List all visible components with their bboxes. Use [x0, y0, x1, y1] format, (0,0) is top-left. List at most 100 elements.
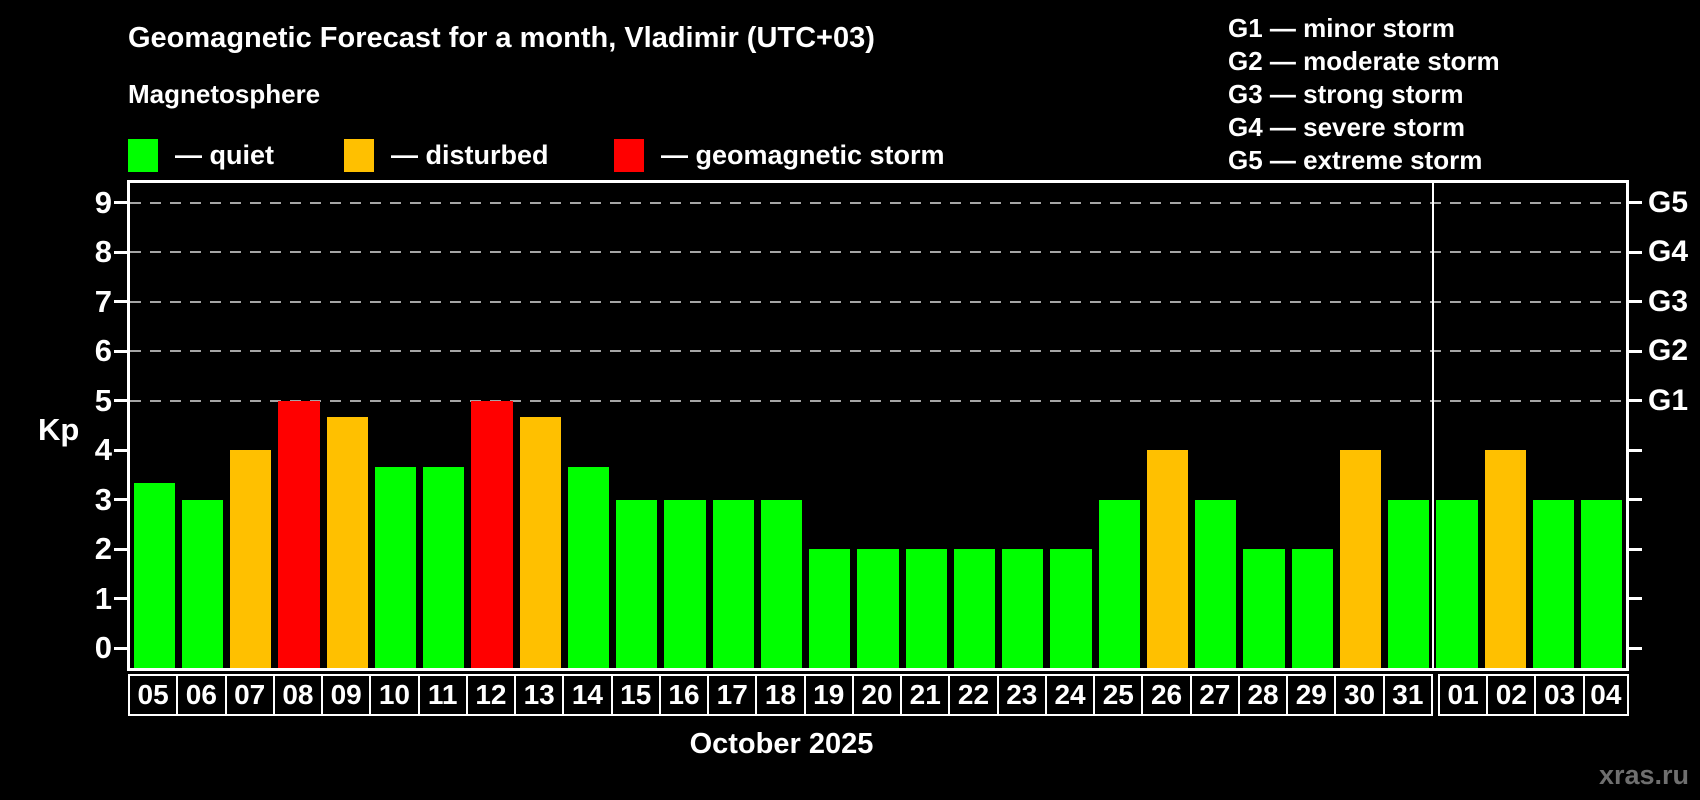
date-cell-05: 05	[128, 674, 179, 716]
y-tick-left	[114, 349, 127, 353]
chart-title: Geomagnetic Forecast for a month, Vladim…	[128, 22, 875, 54]
y-tick-right	[1629, 349, 1642, 353]
kp-bar-day-08	[278, 400, 320, 668]
y-tick-right	[1629, 448, 1642, 452]
month-label: October 2025	[689, 728, 874, 760]
g-legend-line: G1 — minor storm	[1228, 13, 1455, 43]
g-legend-line: G4 — severe storm	[1228, 112, 1466, 142]
y-tick-right	[1629, 646, 1642, 650]
date-cell-31: 31	[1382, 674, 1433, 716]
g-legend-line: G2 — moderate storm	[1228, 46, 1500, 76]
kp-bar-day-02	[1484, 450, 1526, 668]
legend-label: — geomagnetic storm	[661, 139, 945, 170]
gridline-kp8	[130, 251, 1626, 254]
date-cell-09: 09	[321, 674, 372, 716]
gridline-kp7	[130, 300, 1626, 303]
y-tick-label: 3	[94, 481, 112, 517]
y-tick-label: 1	[94, 580, 112, 616]
date-cell-02: 02	[1486, 674, 1537, 716]
g-axis-label-g3: G3	[1648, 284, 1689, 318]
kp-bar-day-04	[1581, 499, 1623, 668]
date-cell-15: 15	[610, 674, 661, 716]
kp-bar-day-14	[567, 466, 610, 668]
date-cell-26: 26	[1141, 674, 1192, 716]
g-axis-label-g2: G2	[1648, 334, 1689, 368]
y-tick-left	[114, 498, 127, 502]
y-tick-right	[1629, 399, 1642, 403]
kp-bar-day-07	[230, 450, 272, 668]
legend-item-storm: — geomagnetic storm	[614, 138, 945, 172]
y-tick-left	[114, 597, 127, 601]
kp-bar-day-15	[616, 499, 658, 668]
date-cell-06: 06	[176, 674, 227, 716]
y-axis-title: Kp	[38, 412, 80, 447]
date-cell-19: 19	[803, 674, 854, 716]
kp-bar-day-03	[1532, 499, 1575, 668]
date-cell-03: 03	[1534, 674, 1585, 716]
y-tick-left	[114, 399, 127, 403]
kp-bar-day-25	[1098, 499, 1140, 668]
date-cell-08: 08	[272, 674, 324, 716]
kp-bar-day-20	[857, 549, 899, 668]
kp-bar-day-29	[1291, 549, 1333, 668]
kp-bar-day-24	[1050, 549, 1092, 668]
y-tick-right	[1629, 547, 1642, 551]
kp-bar-day-13	[519, 417, 561, 668]
watermark: xras.ru	[1598, 760, 1689, 790]
g-axis-label-g1: G1	[1648, 383, 1689, 417]
gridline-kp5	[130, 399, 1626, 402]
legend-item-quiet: — quiet	[128, 138, 274, 172]
kp-bar-day-06	[181, 499, 223, 668]
y-tick-left	[114, 646, 127, 650]
y-tick-label: 6	[94, 333, 112, 369]
y-tick-label: 7	[94, 283, 112, 319]
legend-label: — quiet	[175, 139, 274, 170]
kp-bar-day-18	[760, 499, 803, 668]
g-legend-line: G3 — strong storm	[1228, 79, 1464, 109]
y-tick-label: 2	[94, 531, 112, 567]
date-cell-21: 21	[900, 674, 951, 716]
kp-bar-day-11	[423, 466, 465, 668]
kp-bar-day-27	[1195, 499, 1237, 668]
y-tick-left	[114, 250, 127, 254]
y-tick-label: 5	[94, 382, 112, 418]
y-tick-left	[114, 448, 127, 452]
gridline-kp9	[130, 201, 1626, 204]
legend-swatch-quiet-icon	[128, 138, 158, 172]
kp-bar-day-22	[953, 549, 996, 668]
y-tick-left	[114, 547, 127, 551]
kp-bar-day-21	[905, 549, 947, 668]
date-cell-24: 24	[1044, 674, 1096, 716]
date-cell-04: 04	[1582, 674, 1629, 716]
date-cell-25: 25	[1093, 674, 1144, 716]
date-cell-12: 12	[465, 674, 517, 716]
kp-bar-day-12	[471, 400, 513, 668]
kp-bar-day-31	[1388, 499, 1430, 668]
legend-swatch-storm-icon	[614, 138, 644, 172]
date-cell-01: 01	[1437, 674, 1489, 716]
date-cell-14: 14	[562, 674, 613, 716]
magnetosphere-label: Magnetosphere	[128, 79, 321, 109]
g-axis-label-g5: G5	[1648, 185, 1689, 219]
kp-bar-day-28	[1243, 549, 1285, 668]
date-cell-10: 10	[369, 674, 420, 716]
date-cell-20: 20	[851, 674, 903, 716]
g-scale-legend: G1 — minor storm G2 — moderate storm G3 — …	[1228, 12, 1500, 177]
y-tick-label: 8	[94, 234, 112, 270]
y-tick-right	[1629, 597, 1642, 601]
date-cell-16: 16	[658, 674, 710, 716]
y-tick-left	[114, 201, 127, 205]
date-cell-30: 30	[1334, 674, 1385, 716]
y-tick-label: 4	[94, 432, 112, 468]
legend-item-disturbed: — disturbed	[344, 138, 549, 172]
kp-bar-day-19	[809, 549, 851, 668]
y-tick-right	[1629, 250, 1642, 254]
kp-bar-day-05	[133, 483, 175, 668]
y-axis-left	[127, 180, 130, 671]
kp-bar-day-30	[1339, 450, 1382, 668]
date-cell-22: 22	[948, 674, 999, 716]
legend-swatch-disturbed-icon	[344, 138, 374, 172]
kp-bar-day-23	[1002, 549, 1044, 668]
date-cell-18: 18	[755, 674, 806, 716]
